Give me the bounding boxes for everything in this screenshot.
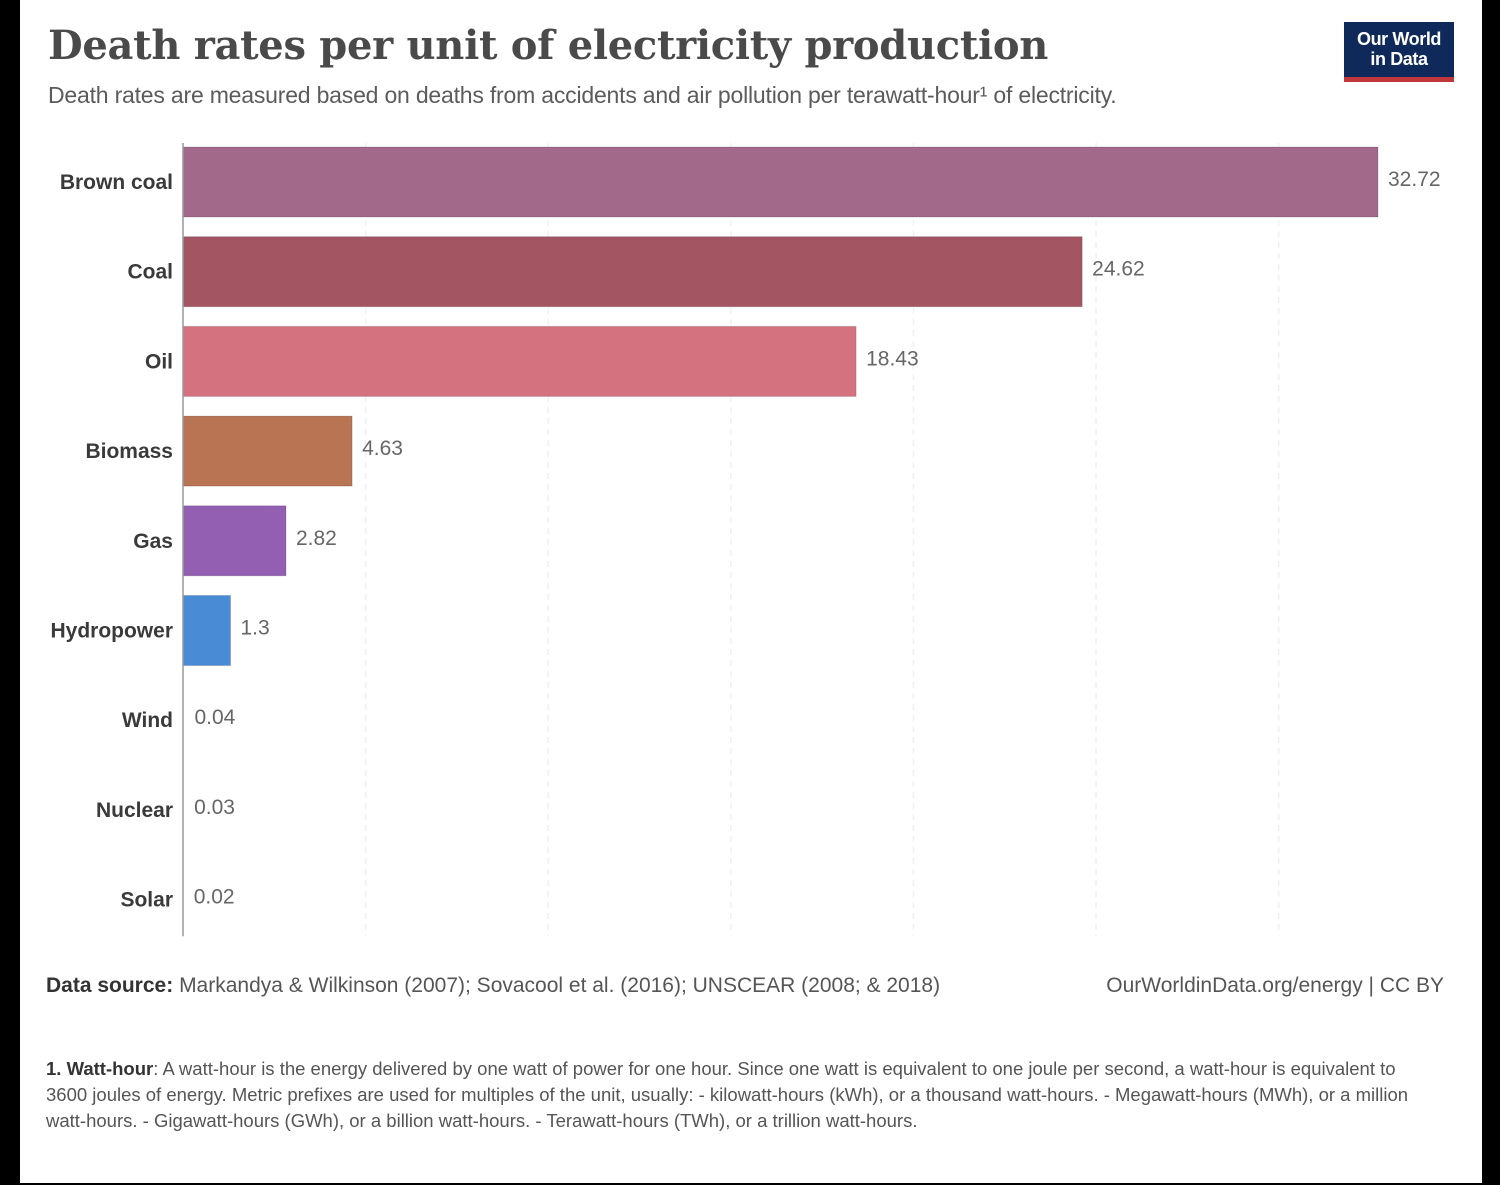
value-label: 4.63	[362, 437, 403, 460]
category-label: Solar	[120, 889, 173, 912]
bar-chart: Brown coal Coal Oil Biomass Gas Hydropower Win…	[50, 143, 1441, 937]
category-label: Brown coal	[60, 171, 173, 194]
value-label: 0.03	[194, 796, 235, 819]
bar-gas[interactable]	[182, 505, 287, 577]
value-label: 24.62	[1092, 258, 1145, 281]
category-label: Coal	[127, 261, 173, 284]
footnote-text: : A watt-hour is the energy delivered by…	[46, 1058, 1409, 1131]
chart-subtitle: Death rates are measured based on deaths…	[48, 82, 1117, 108]
bar-biomass[interactable]	[182, 415, 353, 487]
category-labels: Brown coal Coal Oil Biomass Gas Hydropower Win…	[50, 171, 173, 912]
bar-brown-coal[interactable]	[182, 146, 1379, 218]
category-label: Gas	[133, 530, 173, 553]
category-label: Hydropower	[50, 620, 173, 643]
bar-oil[interactable]	[182, 325, 857, 397]
footnote-label: 1. Watt-hour	[46, 1058, 154, 1079]
logo-line-1: Our World	[1356, 29, 1442, 49]
bar-hydropower[interactable]	[182, 595, 231, 666]
category-label: Wind	[122, 709, 173, 732]
owid-logo[interactable]: Our World in Data	[1344, 22, 1454, 82]
bar-coal[interactable]	[182, 236, 1083, 308]
footnote: 1. Watt-hour: A watt-hour is the energy …	[46, 1056, 1426, 1134]
category-label: Biomass	[85, 440, 173, 463]
value-label: 18.43	[866, 347, 919, 370]
category-label: Nuclear	[96, 799, 173, 822]
chart-card: Death rates per unit of electricity prod…	[20, 0, 1482, 1183]
source-label: Data source:	[46, 974, 174, 997]
credit-link[interactable]: OurWorldinData.org/energy | CC BY	[1106, 974, 1444, 997]
source-text: Markandya & Wilkinson (2007); Sovacool e…	[179, 974, 941, 997]
value-labels: 32.72 24.62 18.43 4.63 2.82 1.3 0.04 0.03 0.02	[194, 168, 1441, 909]
value-label: 2.82	[296, 527, 337, 550]
value-label: 0.04	[194, 706, 235, 729]
value-label: 32.72	[1388, 168, 1441, 191]
logo-line-2: in Data	[1370, 49, 1428, 69]
data-source: Data source: Markandya & Wilkinson (2007…	[46, 974, 940, 998]
value-label: 1.3	[240, 617, 269, 640]
value-label: 0.02	[194, 886, 235, 909]
category-label: Oil	[145, 350, 173, 373]
chart-title: Death rates per unit of electricity prod…	[48, 22, 1049, 69]
bars	[182, 146, 1379, 666]
